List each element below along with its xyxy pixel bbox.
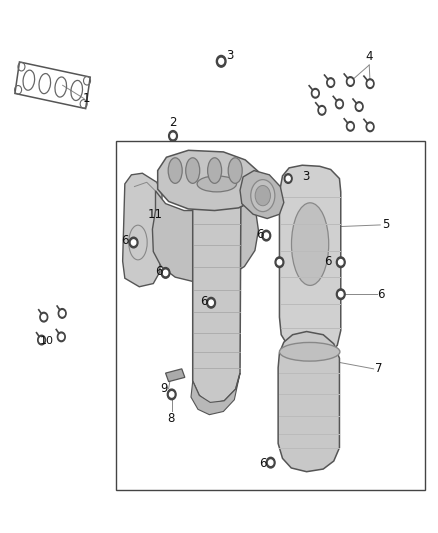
Text: 2: 2 bbox=[169, 116, 177, 129]
Polygon shape bbox=[278, 332, 339, 472]
Circle shape bbox=[357, 104, 361, 109]
Circle shape bbox=[163, 270, 168, 276]
Circle shape bbox=[39, 337, 44, 343]
Circle shape bbox=[368, 124, 372, 130]
Circle shape bbox=[161, 268, 170, 278]
Circle shape bbox=[366, 122, 374, 132]
Polygon shape bbox=[191, 373, 240, 415]
Circle shape bbox=[337, 101, 342, 107]
Circle shape bbox=[170, 392, 174, 397]
Circle shape bbox=[368, 81, 372, 86]
Text: 6: 6 bbox=[121, 235, 128, 247]
Circle shape bbox=[327, 78, 335, 87]
Polygon shape bbox=[158, 150, 262, 211]
Circle shape bbox=[346, 122, 354, 131]
Ellipse shape bbox=[251, 180, 275, 212]
Ellipse shape bbox=[279, 342, 340, 361]
Circle shape bbox=[275, 257, 284, 268]
Circle shape bbox=[339, 292, 343, 297]
Text: 6: 6 bbox=[200, 295, 208, 308]
Polygon shape bbox=[152, 191, 258, 281]
Polygon shape bbox=[123, 173, 162, 287]
Ellipse shape bbox=[208, 158, 222, 183]
Circle shape bbox=[339, 260, 343, 265]
Text: 6: 6 bbox=[325, 255, 332, 268]
Circle shape bbox=[311, 88, 319, 98]
Circle shape bbox=[348, 124, 353, 129]
Circle shape bbox=[336, 289, 345, 300]
Circle shape bbox=[38, 335, 46, 345]
Circle shape bbox=[268, 460, 273, 465]
Polygon shape bbox=[193, 177, 241, 404]
Circle shape bbox=[313, 91, 318, 96]
Circle shape bbox=[328, 80, 333, 85]
Circle shape bbox=[169, 131, 177, 141]
Text: 9: 9 bbox=[160, 382, 168, 394]
Circle shape bbox=[286, 176, 290, 181]
Circle shape bbox=[348, 79, 353, 84]
Text: 3: 3 bbox=[302, 171, 310, 183]
Text: 6: 6 bbox=[378, 288, 385, 301]
Text: 6: 6 bbox=[256, 228, 264, 241]
Text: 8: 8 bbox=[167, 412, 174, 425]
Text: 6: 6 bbox=[259, 457, 266, 470]
Circle shape bbox=[171, 133, 175, 139]
Text: 11: 11 bbox=[148, 208, 163, 221]
Circle shape bbox=[131, 240, 136, 245]
Polygon shape bbox=[279, 165, 341, 358]
Ellipse shape bbox=[168, 158, 182, 183]
Circle shape bbox=[320, 108, 324, 113]
Circle shape bbox=[40, 312, 48, 322]
Circle shape bbox=[336, 99, 343, 109]
Text: 7: 7 bbox=[375, 362, 383, 375]
Polygon shape bbox=[240, 171, 284, 219]
Circle shape bbox=[366, 79, 374, 88]
Text: 3: 3 bbox=[226, 50, 234, 62]
Circle shape bbox=[277, 260, 282, 265]
Circle shape bbox=[209, 300, 213, 305]
Circle shape bbox=[346, 77, 354, 86]
Circle shape bbox=[58, 309, 66, 318]
Circle shape bbox=[60, 311, 64, 316]
Text: 4: 4 bbox=[365, 50, 373, 63]
Ellipse shape bbox=[186, 158, 200, 183]
Circle shape bbox=[264, 233, 268, 238]
Circle shape bbox=[57, 332, 65, 342]
Circle shape bbox=[207, 297, 215, 308]
Ellipse shape bbox=[255, 185, 271, 206]
Circle shape bbox=[355, 102, 363, 111]
Bar bbox=[116, 141, 425, 490]
Circle shape bbox=[336, 257, 345, 268]
Circle shape bbox=[318, 106, 326, 115]
Circle shape bbox=[219, 59, 223, 64]
Ellipse shape bbox=[228, 158, 242, 183]
Circle shape bbox=[216, 55, 226, 67]
Text: 6: 6 bbox=[155, 265, 163, 278]
Text: 5: 5 bbox=[382, 219, 389, 231]
Circle shape bbox=[42, 314, 46, 320]
Polygon shape bbox=[166, 369, 185, 382]
Ellipse shape bbox=[197, 176, 237, 192]
Circle shape bbox=[266, 457, 275, 468]
Ellipse shape bbox=[291, 203, 328, 286]
Circle shape bbox=[59, 334, 64, 340]
Text: 10: 10 bbox=[40, 336, 54, 346]
Circle shape bbox=[167, 389, 176, 400]
Circle shape bbox=[262, 230, 271, 241]
Circle shape bbox=[129, 237, 138, 248]
Circle shape bbox=[284, 174, 292, 183]
Text: 1: 1 bbox=[83, 92, 91, 105]
